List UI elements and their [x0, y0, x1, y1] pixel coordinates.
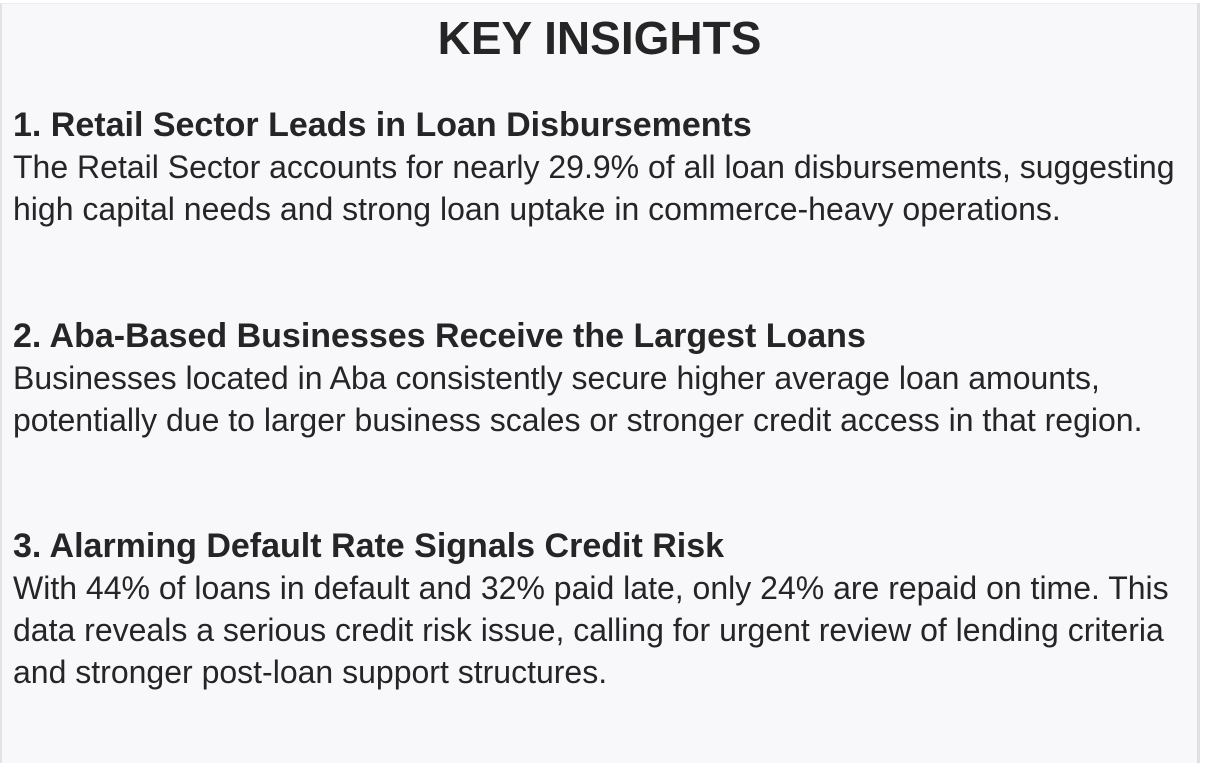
insight-body: With 44% of loans in default and 32% pai…	[13, 570, 1169, 690]
insight-item-default-rate: 3. Alarming Default Rate Signals Credit …	[13, 525, 1198, 693]
insight-body: The Retail Sector accounts for nearly 29…	[13, 149, 1175, 227]
insight-heading: 2. Aba-Based Businesses Receive the Larg…	[13, 317, 866, 355]
insight-body: Businesses located in Aba consistently s…	[13, 360, 1143, 438]
insight-item-retail: 1. Retail Sector Leads in Loan Disbursem…	[13, 104, 1198, 230]
key-insights-card: KEY INSIGHTS 1. Retail Sector Leads in L…	[0, 3, 1200, 763]
insight-heading: 1. Retail Sector Leads in Loan Disbursem…	[13, 106, 752, 144]
insight-item-aba: 2. Aba-Based Businesses Receive the Larg…	[13, 315, 1198, 441]
page-title: KEY INSIGHTS	[437, 12, 762, 64]
insight-heading: 3. Alarming Default Rate Signals Credit …	[13, 527, 725, 565]
